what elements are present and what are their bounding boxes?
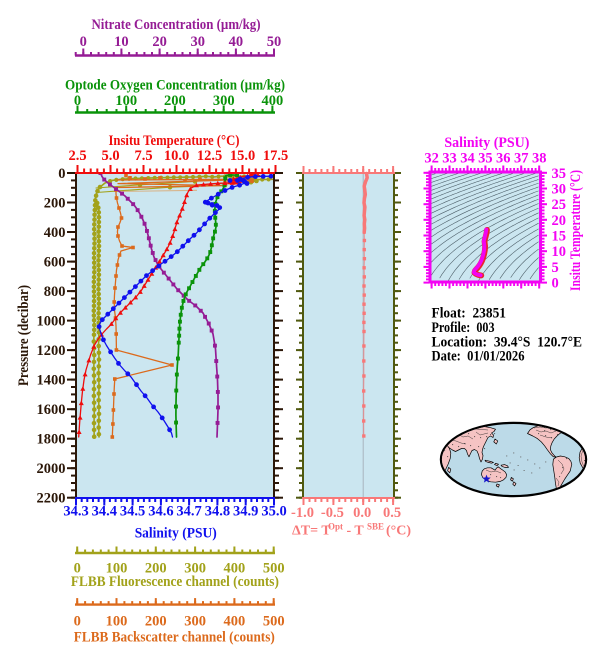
svg-text:0: 0	[58, 166, 65, 182]
svg-text:Location: 39.4°S 120.7°E: Location: 39.4°S 120.7°E	[432, 334, 583, 350]
svg-text:0.0: 0.0	[353, 505, 371, 521]
svg-text:35: 35	[478, 151, 493, 167]
svg-text:34: 34	[460, 151, 475, 167]
svg-text:2000: 2000	[37, 461, 66, 477]
svg-text:1400: 1400	[37, 373, 66, 389]
svg-text:2.5: 2.5	[68, 148, 86, 164]
svg-text:Salinity (PSU): Salinity (PSU)	[444, 135, 529, 151]
svg-text:1000: 1000	[37, 314, 66, 330]
svg-text:7.5: 7.5	[134, 148, 152, 164]
svg-text:200: 200	[164, 93, 186, 109]
svg-text:36: 36	[496, 151, 511, 167]
svg-text:300: 300	[213, 93, 235, 109]
svg-text:30: 30	[190, 34, 205, 50]
svg-text:34.9: 34.9	[233, 504, 258, 520]
svg-text:200: 200	[44, 196, 66, 212]
svg-text:25: 25	[552, 197, 567, 213]
svg-text:34.8: 34.8	[205, 504, 230, 520]
svg-text:0.5: 0.5	[383, 505, 401, 521]
svg-text:500: 500	[263, 614, 285, 630]
svg-text:400: 400	[224, 614, 246, 630]
svg-text:0: 0	[74, 560, 81, 576]
svg-text:30: 30	[552, 182, 567, 198]
svg-text:Insitu Temperature (°C): Insitu Temperature (°C)	[109, 133, 240, 149]
svg-text:600: 600	[44, 255, 66, 271]
svg-text:300: 300	[184, 614, 206, 630]
svg-text:(°C): (°C)	[386, 524, 411, 539]
svg-text:0: 0	[80, 34, 87, 50]
svg-text:34.4: 34.4	[92, 504, 117, 520]
svg-text:12.5: 12.5	[197, 148, 222, 164]
svg-text:34.6: 34.6	[148, 504, 173, 520]
svg-text:Nitrate Concentration (µm/kg): Nitrate Concentration (µm/kg)	[92, 17, 261, 33]
svg-text:800: 800	[44, 284, 66, 300]
svg-text:Pressure (decibar): Pressure (decibar)	[16, 285, 32, 386]
svg-text:20: 20	[152, 34, 167, 50]
svg-text:34.5: 34.5	[120, 504, 145, 520]
svg-text:35: 35	[552, 166, 567, 182]
svg-text:10: 10	[552, 244, 567, 260]
svg-text:500: 500	[263, 560, 285, 576]
svg-text:-1.0: -1.0	[291, 505, 314, 521]
svg-text:-0.5: -0.5	[321, 505, 344, 521]
svg-text:32: 32	[424, 151, 439, 167]
svg-text:38: 38	[532, 151, 547, 167]
svg-text:1800: 1800	[37, 432, 66, 448]
svg-text:SBE: SBE	[367, 522, 384, 532]
svg-text:ΔT= T: ΔT= T	[292, 524, 331, 539]
svg-text:100: 100	[106, 614, 128, 630]
svg-text:40: 40	[229, 34, 244, 50]
svg-text:Salinity (PSU): Salinity (PSU)	[135, 526, 217, 542]
svg-text:2200: 2200	[37, 491, 66, 507]
svg-text:34.3: 34.3	[63, 504, 88, 520]
svg-text:Float: 23851: Float: 23851	[432, 306, 507, 322]
svg-text:400: 400	[224, 560, 246, 576]
svg-text:10.0: 10.0	[164, 148, 189, 164]
svg-text:37: 37	[514, 151, 529, 167]
svg-text:FLBB Backscatter channel (coun: FLBB Backscatter channel (counts)	[74, 629, 275, 645]
svg-text:5.0: 5.0	[101, 148, 119, 164]
svg-text:5: 5	[552, 260, 559, 276]
svg-text:0: 0	[552, 276, 559, 292]
svg-text:Optode Oxygen Concentration (µ: Optode Oxygen Concentration (µm/kg)	[65, 78, 285, 94]
svg-text:100: 100	[106, 560, 128, 576]
svg-text:400: 400	[262, 93, 284, 109]
svg-text:FLBB Fluorescence channel (cou: FLBB Fluorescence channel (counts)	[71, 574, 279, 590]
svg-text:100: 100	[115, 93, 137, 109]
svg-text:1600: 1600	[37, 402, 66, 418]
svg-text:Insitu Temperature (°C): Insitu Temperature (°C)	[568, 170, 584, 291]
svg-text:10: 10	[114, 34, 129, 50]
svg-text:15: 15	[552, 229, 567, 245]
svg-text:15.0: 15.0	[230, 148, 255, 164]
svg-text:200: 200	[145, 614, 167, 630]
svg-text:34.7: 34.7	[176, 504, 201, 520]
svg-text:20: 20	[552, 213, 567, 229]
svg-text:300: 300	[184, 560, 206, 576]
svg-text:400: 400	[44, 225, 66, 241]
svg-text:200: 200	[145, 560, 167, 576]
svg-text:0: 0	[74, 614, 81, 630]
svg-text:50: 50	[267, 34, 282, 50]
svg-text:- T: - T	[347, 524, 365, 539]
svg-text:33: 33	[442, 151, 457, 167]
svg-text:Profile: 003: Profile: 003	[432, 320, 495, 336]
svg-text:17.5: 17.5	[263, 148, 288, 164]
svg-text:35.0: 35.0	[261, 504, 286, 520]
svg-text:Date: 01/01/2026: Date: 01/01/2026	[432, 349, 525, 365]
svg-text:0: 0	[74, 93, 81, 109]
svg-text:Opt: Opt	[328, 522, 343, 532]
svg-text:1200: 1200	[37, 343, 66, 359]
